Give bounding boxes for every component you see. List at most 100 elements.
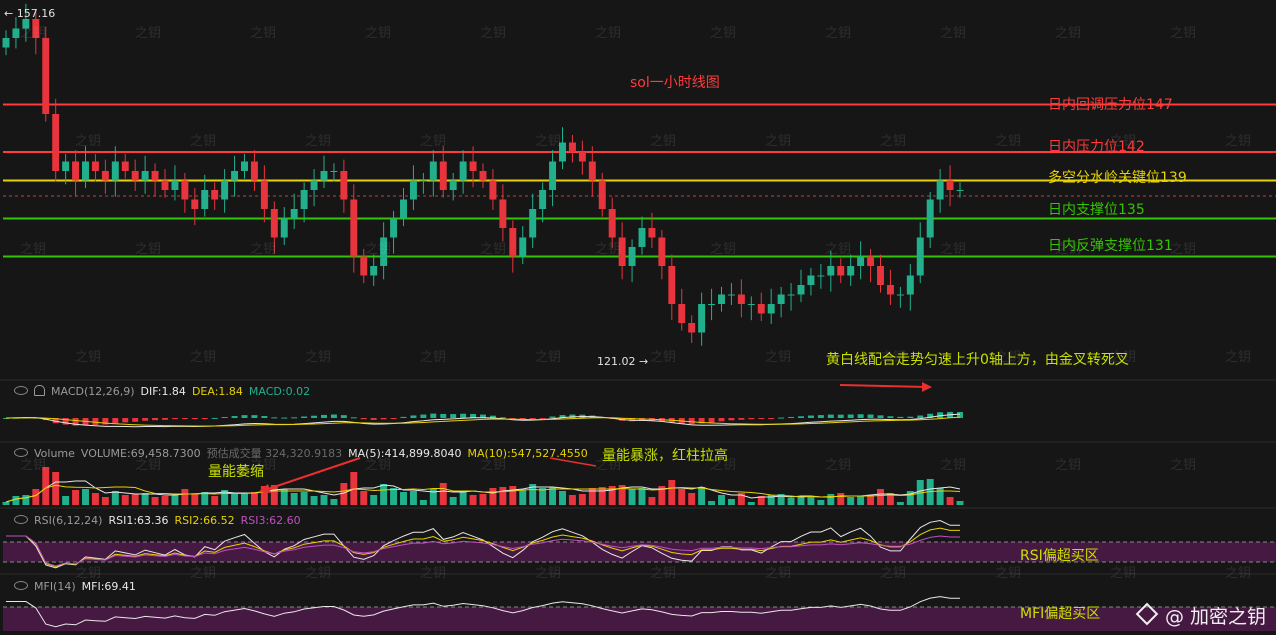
watermark: 之钥 [535, 350, 562, 365]
volume-bar [409, 491, 417, 505]
macd-bar [350, 417, 357, 419]
volume-bar [737, 493, 745, 505]
volume-bar [668, 480, 676, 505]
watermark: 之钥 [365, 242, 392, 257]
macd-header: MACD(12,26,9) DIF:1.84 DEA:1.84 MACD:0.02 [14, 385, 316, 398]
alert-bell-icon[interactable] [34, 385, 45, 396]
macd-bar [629, 418, 636, 422]
volume-header: Volume VOLUME:69,458.7300 预估成交量 324,320.91… [14, 447, 594, 460]
volume-bar [231, 494, 239, 505]
candle-body [787, 294, 795, 296]
volume-bar [877, 489, 884, 505]
volume-bar [439, 483, 447, 505]
volume-bar [330, 499, 338, 505]
macd-bar [559, 415, 566, 418]
macd-bar [857, 414, 864, 418]
macd-bar [957, 412, 963, 418]
candle-body [817, 275, 825, 277]
level-label-139: 多空分水岭关键位139 [1048, 170, 1187, 186]
candle-body [340, 171, 348, 200]
macd-bar [122, 418, 129, 423]
candle-body [688, 323, 696, 333]
candle-body [559, 142, 566, 162]
macd-bar [142, 418, 149, 421]
macd-bar [917, 415, 924, 418]
candle-body [290, 209, 298, 219]
watermark: 之钥 [1170, 242, 1197, 257]
volume-bar [82, 489, 89, 505]
macd-bar [102, 418, 109, 425]
candle-body [241, 161, 248, 171]
candle-body [111, 161, 119, 181]
rsi-header: RSI(6,12,24) RSI1:63.36 RSI2:66.52 RSI3:62.… [14, 514, 307, 527]
candle-body [698, 304, 706, 333]
volume-bar [260, 486, 268, 505]
visibility-icon[interactable] [14, 515, 28, 524]
watermark: 之钥 [535, 566, 562, 581]
watermark: 之钥 [365, 458, 392, 473]
watermark: 之钥 [595, 242, 622, 257]
candle-body [747, 304, 755, 305]
volume-bar [519, 490, 527, 505]
watermark: 之钥 [1225, 566, 1252, 581]
candle-body [409, 180, 417, 200]
watermark: 之钥 [1170, 458, 1197, 473]
candle-body [280, 218, 288, 238]
watermark: 之钥 [825, 26, 852, 41]
macd-bar [738, 418, 745, 420]
rsi-line-12 [6, 527, 960, 568]
watermark: 之钥 [595, 26, 622, 41]
visibility-icon[interactable] [14, 386, 28, 395]
candle-body [668, 266, 676, 304]
watermark: 之钥 [1055, 458, 1082, 473]
watermark: 之钥 [650, 134, 677, 149]
macd-bar [52, 418, 59, 424]
candle-body [330, 171, 338, 172]
mfi-overbought-zone [3, 607, 1276, 631]
candle-body [141, 171, 149, 181]
volume-bar [449, 497, 457, 505]
candle-body [82, 161, 89, 181]
macd-bar [887, 416, 894, 418]
watermark: 之钥 [75, 134, 102, 149]
rsi-overbought-zone [3, 542, 1276, 562]
watermark: 之钥 [710, 458, 737, 473]
visibility-icon[interactable] [14, 448, 28, 457]
candle-body [578, 152, 586, 162]
candle-body [588, 161, 596, 181]
macd-bar [221, 416, 228, 418]
macd-bar [470, 413, 477, 418]
candle-body [380, 237, 388, 266]
volume-bar [678, 489, 686, 505]
macd-dea: DEA:1.84 [191, 385, 243, 398]
candle-body [469, 161, 477, 171]
mfi-header: MFI(14) MFI:69.41 [14, 580, 142, 593]
candle-body [926, 199, 934, 238]
volume-bar [658, 486, 666, 505]
volume-bar [618, 485, 626, 505]
macd-bar [410, 415, 417, 418]
watermark: 之钥 [305, 566, 332, 581]
rsi-line-6 [6, 519, 960, 569]
volume-ma10: MA(10):547,527.4550 [467, 447, 588, 460]
watermark: 之钥 [1055, 26, 1082, 41]
macd-bar [420, 414, 427, 418]
volume-arrow-2 [549, 457, 597, 467]
watermark: 之钥 [535, 134, 562, 149]
volume-ma10-line [5, 484, 961, 503]
candle-body [767, 304, 775, 314]
macd-bar [132, 418, 139, 422]
macd-bar [817, 415, 824, 418]
volume-bar [211, 496, 219, 505]
candle-body [459, 161, 467, 181]
macd-bar [778, 417, 785, 419]
macd-bar [549, 416, 556, 418]
macd-bar [211, 417, 218, 419]
watermark: 之钥 [765, 566, 792, 581]
visibility-icon[interactable] [14, 581, 28, 590]
candle-body [479, 171, 487, 181]
candle-body [568, 142, 576, 152]
macd-bar [360, 418, 367, 420]
candle-body [956, 190, 964, 191]
macd-bar [92, 418, 99, 425]
